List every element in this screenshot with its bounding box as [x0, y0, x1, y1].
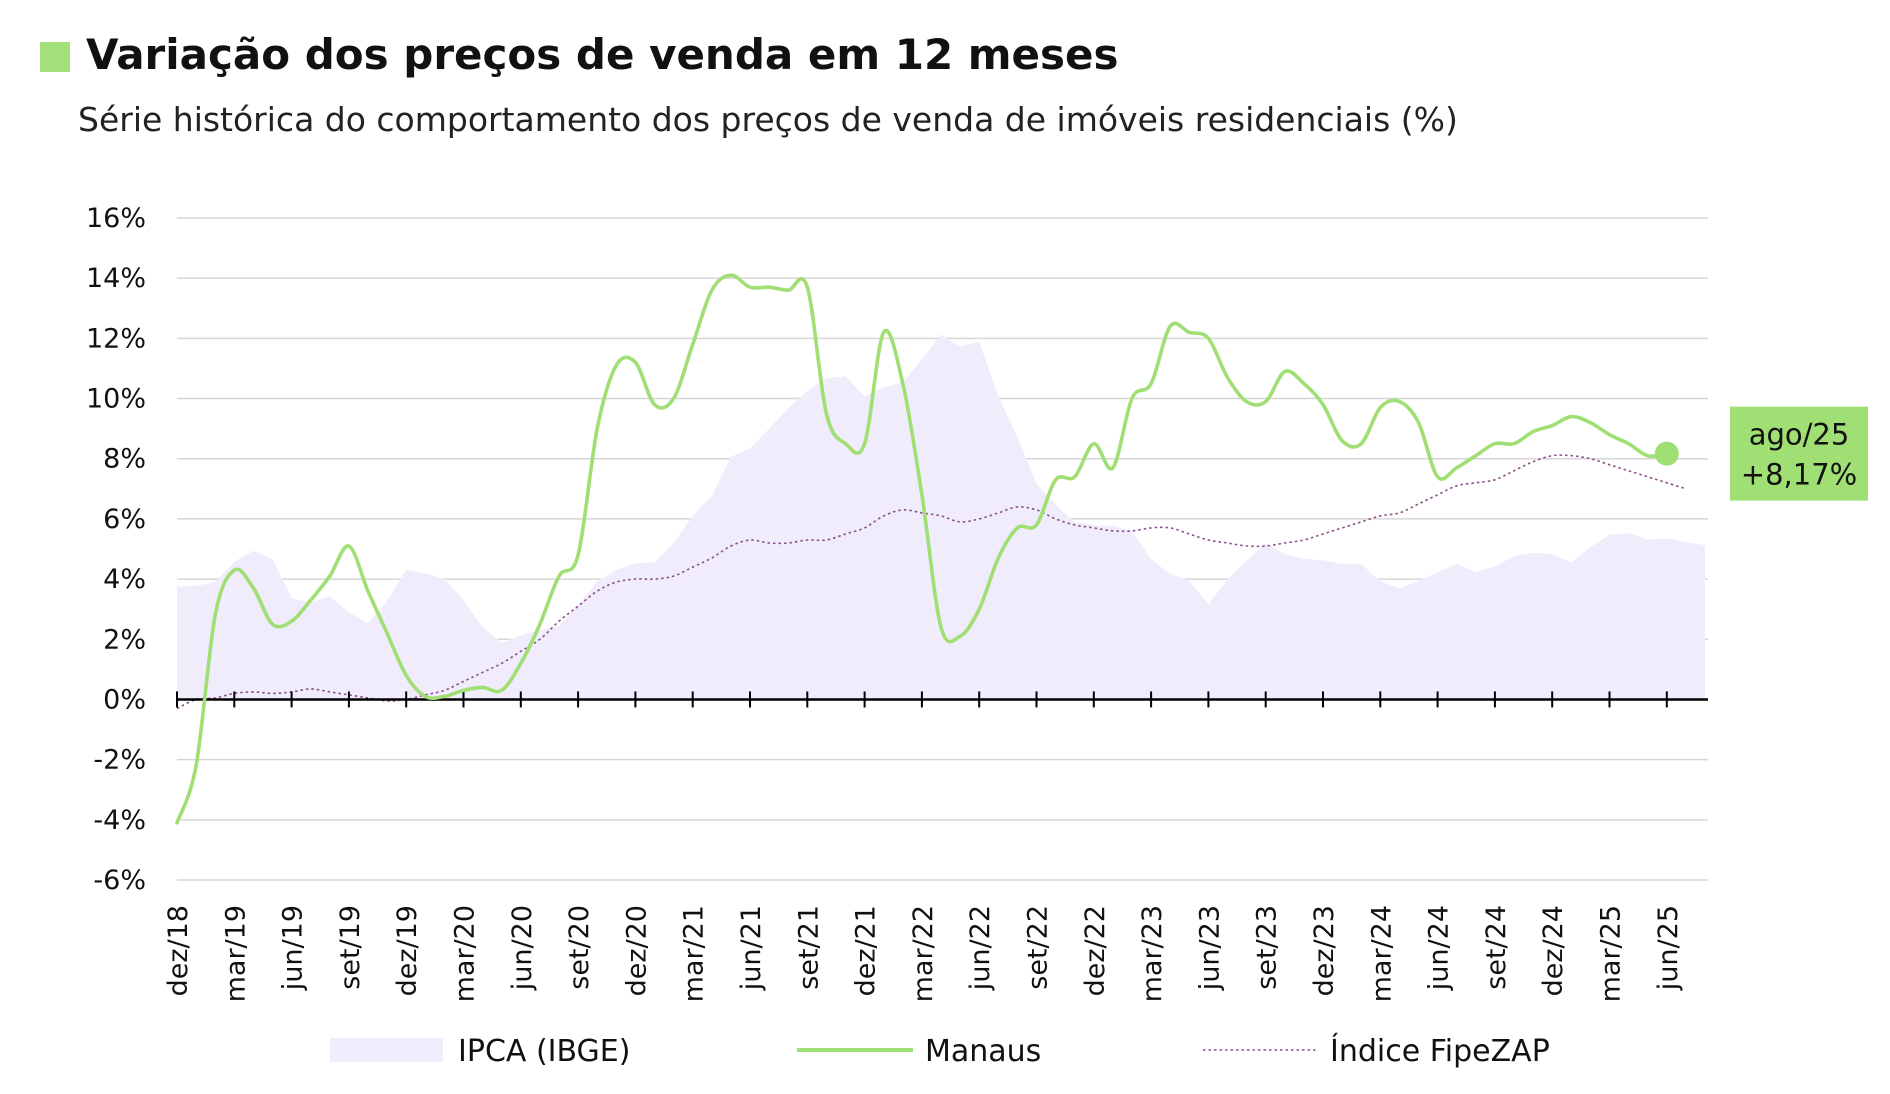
legend-label-fipezap: Índice FipeZAP [1330, 1033, 1550, 1069]
legend: IPCA (IBGE) Manaus Índice FipeZAP [330, 1033, 1550, 1069]
ipca-area-layer [177, 334, 1705, 700]
x-tick-label: set/21 [793, 905, 824, 990]
x-tick-label: mar/19 [220, 905, 251, 1002]
y-tick-label: 16% [86, 203, 146, 234]
x-tick-label: mar/23 [1137, 905, 1168, 1002]
last-value-dot [1654, 441, 1679, 466]
x-tick-label: set/24 [1481, 905, 1512, 990]
y-tick-label: 6% [103, 504, 146, 535]
y-axis-ticks: 16% 14% 12% 10% 8% 6% 4% 2% 0% -2% -4% -6% [86, 203, 146, 896]
callout-date: ago/25 [1749, 418, 1850, 452]
series-fipezap-line [176, 454, 1687, 710]
y-tick-label: -4% [93, 805, 146, 836]
series-ipca-area [177, 334, 1705, 700]
chart-subtitle: Série histórica do comportamento dos pre… [78, 100, 1458, 139]
x-tick-label: mar/25 [1596, 905, 1627, 1002]
chart-title: Variação dos preços de venda em 12 meses [86, 30, 1119, 79]
y-tick-label: 4% [103, 564, 146, 595]
x-tick-label: dez/18 [163, 905, 194, 996]
x-tick-label: jun/21 [736, 905, 767, 991]
series-manaus-line [175, 273, 1669, 825]
x-tick-label: set/20 [564, 905, 595, 990]
x-tick-label: dez/24 [1538, 905, 1569, 996]
fipezap-line-layer [176, 454, 1687, 710]
y-tick-label: 8% [103, 444, 146, 475]
x-tick-label: set/19 [335, 905, 366, 990]
x-axis-ticks: dez/18 mar/19 jun/19 set/19 dez/19 mar/20 jun/… [163, 905, 1684, 1002]
legend-swatch-ipca [330, 1038, 443, 1062]
manaus-line-layer [175, 273, 1669, 825]
x-tick-label: mar/22 [908, 905, 939, 1002]
x-tick-label: jun/23 [1194, 905, 1225, 991]
title-marker [40, 42, 70, 72]
x-tick-label: jun/22 [965, 905, 996, 991]
callout-box [1730, 406, 1868, 501]
y-tick-label: -6% [93, 865, 146, 896]
y-tick-label: 10% [86, 384, 146, 415]
x-tick-label: dez/21 [851, 905, 882, 996]
x-tick-label: dez/22 [1080, 905, 1111, 996]
x-tick-label: mar/24 [1366, 905, 1397, 1002]
x-tick-label: dez/20 [621, 905, 652, 996]
y-tick-label: 0% [103, 684, 146, 715]
x-tick-label: jun/25 [1653, 905, 1684, 991]
x-tick-label: dez/19 [392, 905, 423, 996]
x-tick-label: jun/24 [1424, 905, 1455, 991]
x-tick-label: set/23 [1252, 905, 1283, 990]
y-tick-label: -2% [93, 745, 146, 776]
x-tick-label: set/22 [1023, 905, 1054, 990]
legend-label-ipca: IPCA (IBGE) [458, 1034, 630, 1069]
x-tick-label: dez/23 [1309, 905, 1340, 996]
x-tick-label: mar/20 [450, 905, 481, 1002]
y-tick-label: 12% [86, 323, 146, 354]
y-tick-label: 14% [86, 263, 146, 294]
x-tick-label: mar/21 [679, 905, 710, 1002]
x-tick-label: jun/19 [278, 905, 309, 991]
last-value-callout: ago/25 +8,17% [1654, 406, 1868, 501]
x-tick-label: jun/20 [507, 905, 538, 991]
callout-value: +8,17% [1741, 458, 1857, 492]
legend-label-manaus: Manaus [925, 1034, 1041, 1069]
y-tick-label: 2% [103, 624, 146, 655]
